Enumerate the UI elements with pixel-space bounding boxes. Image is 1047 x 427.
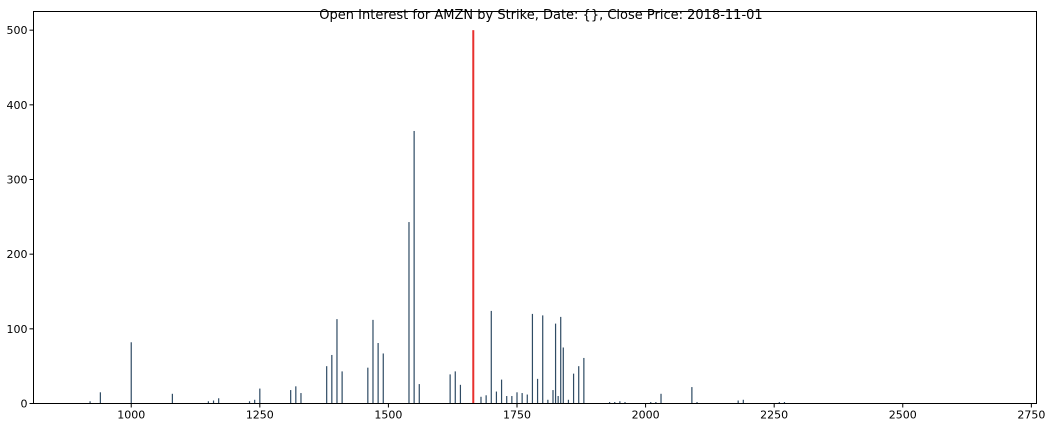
bar	[650, 402, 652, 404]
chart-title: Open Interest for AMZN by Strike, Date: …	[319, 8, 762, 23]
x-tick-label: 1000	[117, 409, 145, 422]
y-tick-label: 200	[7, 248, 28, 261]
bar	[696, 402, 698, 404]
bar	[495, 391, 498, 404]
bar	[382, 353, 384, 404]
bar	[521, 393, 523, 404]
x-tick-label: 1250	[246, 409, 274, 422]
x-tick-label: 2500	[889, 409, 917, 422]
bar	[248, 401, 251, 404]
x-tick-label: 1750	[503, 409, 531, 422]
x-tick-label: 2000	[632, 409, 660, 422]
bar	[454, 371, 456, 404]
bar	[572, 373, 575, 404]
bar	[377, 343, 379, 404]
bar	[500, 379, 503, 404]
y-tick-label: 500	[7, 24, 28, 37]
bar	[526, 394, 528, 404]
bar	[691, 387, 693, 404]
bar	[336, 319, 338, 404]
bar	[655, 402, 657, 404]
bar	[367, 367, 369, 404]
bar	[506, 396, 508, 404]
bar	[511, 396, 513, 404]
bar	[218, 398, 220, 404]
bar	[783, 402, 786, 404]
bar	[542, 315, 544, 404]
bar	[485, 395, 487, 404]
bar	[212, 400, 215, 404]
bar	[567, 399, 570, 404]
bar	[614, 402, 616, 404]
bar	[583, 357, 585, 404]
bar	[341, 371, 343, 404]
bar	[372, 319, 374, 404]
bar	[408, 222, 410, 404]
bar	[130, 342, 132, 404]
x-tick-label: 2750	[1017, 409, 1045, 422]
y-tick-label: 400	[7, 99, 28, 112]
bar	[531, 313, 534, 404]
y-tick-label: 100	[7, 323, 28, 336]
bar	[737, 400, 739, 404]
bar	[552, 390, 554, 404]
bar	[331, 354, 333, 404]
bar	[742, 399, 744, 404]
bar	[536, 378, 539, 404]
bar	[449, 374, 451, 404]
bar	[413, 130, 415, 404]
bar	[554, 323, 557, 404]
y-tick-label: 0	[21, 398, 28, 411]
bar	[660, 393, 662, 404]
x-tick-label: 2250	[760, 409, 788, 422]
bar	[89, 401, 91, 404]
bar	[608, 402, 611, 404]
bar	[259, 388, 261, 404]
bar	[778, 402, 780, 404]
bar	[578, 366, 580, 404]
bar	[490, 310, 492, 404]
bar	[99, 392, 101, 404]
bar	[619, 401, 621, 404]
bar	[295, 386, 297, 404]
bar	[547, 399, 549, 404]
bar	[207, 401, 209, 404]
bar	[290, 390, 292, 404]
bar	[557, 396, 559, 404]
bar	[516, 392, 518, 404]
bar	[560, 316, 562, 404]
y-axis: 0 100 200 300 400 500	[7, 24, 34, 411]
plot-frame	[33, 11, 1037, 404]
x-axis: 1000 1250 1500 1750 2000 2250 2500 2750	[117, 403, 1045, 422]
bar	[480, 396, 482, 404]
bar	[418, 384, 420, 404]
bar	[624, 402, 626, 404]
x-tick-label: 1500	[374, 409, 402, 422]
marker-group	[472, 30, 475, 404]
bar	[254, 399, 256, 404]
bar	[300, 393, 302, 404]
y-tick-label: 300	[7, 174, 28, 187]
bar	[562, 347, 564, 404]
bar	[459, 384, 462, 404]
bar	[171, 393, 173, 404]
bar	[326, 366, 328, 404]
close-price-marker	[472, 30, 475, 404]
bars-group	[89, 130, 786, 404]
